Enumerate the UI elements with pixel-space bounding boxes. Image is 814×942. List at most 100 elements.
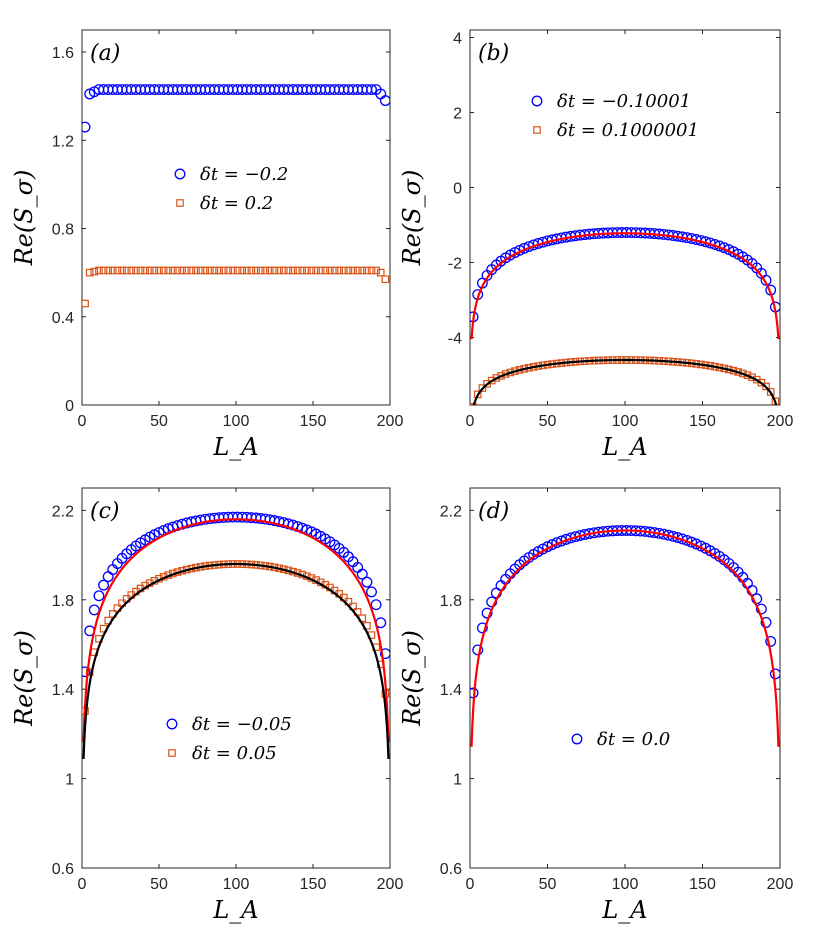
x-tick-label: 0: [78, 876, 87, 893]
panel-label: (c): [90, 499, 120, 524]
data-point: [349, 266, 357, 275]
x-tick-label: 150: [300, 876, 327, 893]
data-point: [85, 268, 94, 277]
data-point: [108, 266, 117, 275]
data-point: [766, 388, 775, 396]
data-layer: [82, 511, 390, 760]
plot-area: [81, 487, 391, 869]
data-point: [284, 266, 293, 275]
data-point: [370, 599, 382, 611]
data-point: [358, 266, 367, 275]
data-point: [340, 266, 348, 275]
y-tick-label: 0: [453, 181, 462, 198]
data-point: [363, 266, 371, 275]
y-tick-label: 0.6: [52, 861, 74, 878]
data-point: [196, 266, 205, 275]
y-tick-label: 2.2: [52, 503, 74, 520]
data-point: [307, 266, 316, 275]
panel-4: 0 50 100 150 200 0.6 1 1.4 1.8 2.2 L_A Re(S_σ) (d) δt…: [398, 487, 794, 924]
y-tick-label: 4: [453, 31, 462, 48]
legend-marker: [174, 168, 186, 180]
data-point: [356, 568, 368, 580]
data-point: [229, 266, 237, 275]
data-layer: [82, 84, 390, 308]
x-tick-label: 150: [300, 413, 327, 430]
data-point: [321, 266, 330, 275]
data-point: [173, 266, 182, 275]
x-tick-label: 50: [539, 413, 557, 430]
x-tick-label: 200: [767, 876, 794, 893]
panel-3: 0 50 100 150 200 0.6 1 1.4 1.8 2.2 L_A Re(S_σ) (c) δt…: [10, 487, 404, 924]
x-tick-label: 50: [539, 876, 557, 893]
data-point: [224, 266, 233, 275]
data-point: [82, 666, 91, 678]
fit-line-1: [470, 529, 780, 747]
x-tick-label: 100: [612, 876, 639, 893]
data-point: [132, 266, 140, 275]
data-point: [760, 617, 772, 628]
fit-line-1: [82, 518, 390, 743]
data-point: [252, 266, 260, 275]
fit-line-1: [470, 232, 780, 340]
data-point: [481, 607, 493, 619]
y-tick-label: 1.8: [52, 593, 74, 610]
x-tick-label: 50: [150, 413, 168, 430]
data-point: [379, 648, 390, 660]
data-point: [187, 266, 196, 275]
legend-marker: [533, 126, 541, 134]
panel-label: (b): [478, 41, 509, 66]
series-2: [82, 266, 390, 308]
series-1: [82, 84, 390, 133]
series-1: [82, 511, 390, 678]
data-point: [478, 384, 487, 392]
data-point: [330, 266, 339, 275]
data-point: [164, 266, 173, 275]
x-tick-label: 100: [223, 876, 250, 893]
data-point: [215, 266, 223, 275]
x-tick-label: 200: [377, 876, 404, 893]
y-tick-label: -4: [448, 331, 462, 348]
legend-entry: δt = 0.05: [192, 743, 277, 764]
data-point: [316, 266, 325, 275]
y-tick-label: 1.2: [52, 133, 74, 150]
x-tick-label: 100: [223, 413, 250, 430]
legend-marker: [168, 749, 176, 757]
data-point: [233, 266, 242, 275]
legend-marker: [166, 718, 178, 730]
data-point: [381, 275, 390, 284]
data-point: [344, 266, 353, 275]
y-tick-label: -2: [448, 256, 462, 273]
x-tick-label: 150: [689, 876, 716, 893]
data-point: [326, 266, 334, 275]
panel-label: (a): [90, 41, 120, 66]
y-axis-label: Re(S_σ): [398, 170, 426, 267]
data-point: [376, 268, 385, 277]
y-tick-label: 2.2: [440, 503, 462, 520]
panel-1: 0 50 100 150 200 0 0.4 0.8 1.2 1.6 L_A Re(S_σ) (a) δt…: [10, 29, 403, 461]
data-point: [155, 266, 163, 275]
legend-entry: δt = 0.0: [597, 729, 670, 750]
panel-2: 0 50 100 150 200 4 2 0 -2 -4 L_A Re(S_σ) (b) δt = −0.…: [398, 29, 793, 461]
data-point: [118, 266, 126, 275]
data-point: [366, 586, 377, 598]
y-tick-label: 0.8: [52, 222, 74, 239]
legend-entry: δt = 0.2: [200, 193, 273, 214]
data-point: [261, 266, 270, 275]
panel-label: (d): [478, 499, 509, 524]
data-point: [98, 579, 110, 591]
legend-marker: [571, 733, 583, 745]
data-point: [312, 266, 320, 275]
legend-entry: δt = −0.2: [200, 164, 288, 185]
data-point: [303, 266, 311, 275]
data-point: [82, 121, 91, 133]
y-tick-label: 2: [453, 106, 462, 123]
data-point: [90, 267, 99, 276]
x-axis-label: L_A: [212, 896, 258, 924]
x-axis-label: L_A: [601, 896, 647, 924]
data-point: [335, 266, 343, 275]
data-point: [141, 266, 149, 275]
data-point: [192, 266, 200, 275]
y-tick-label: 1.8: [440, 593, 462, 610]
data-point: [279, 266, 288, 275]
